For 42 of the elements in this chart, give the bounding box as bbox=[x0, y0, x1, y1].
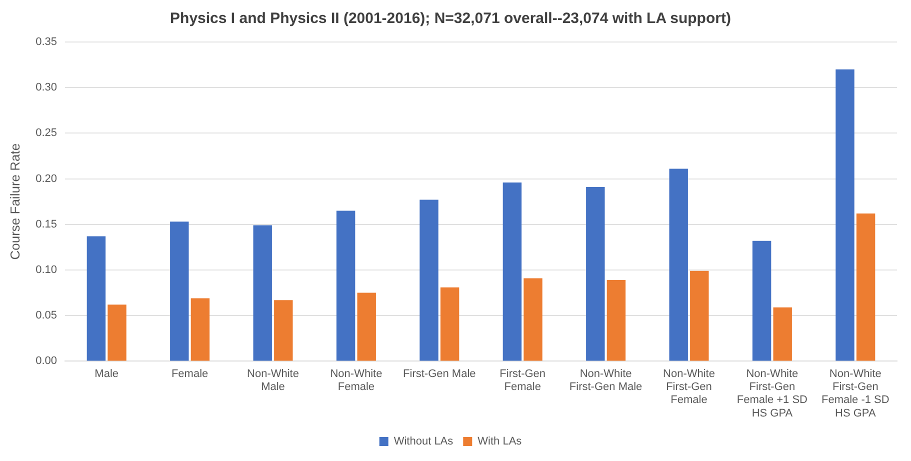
bar bbox=[190, 298, 210, 361]
bar bbox=[669, 168, 688, 361]
y-tick-label: 0.15 bbox=[36, 218, 58, 230]
bar bbox=[253, 225, 272, 361]
y-axis-title: Course Failure Rate bbox=[7, 143, 22, 260]
bar bbox=[502, 182, 522, 361]
x-tick-label: First-Gen Female bbox=[500, 368, 546, 394]
bar bbox=[170, 222, 189, 361]
y-tick-label: 0.10 bbox=[36, 264, 58, 276]
x-tick-label: Non-White Female bbox=[330, 368, 382, 394]
x-tick-label: Non-White Male bbox=[247, 368, 299, 394]
bar bbox=[773, 307, 792, 361]
x-tick-label: First-Gen Male bbox=[403, 368, 476, 380]
bar bbox=[690, 270, 709, 361]
bar bbox=[420, 200, 438, 361]
chart-title: Physics I and Physics II (2001-2016); N=32,071 overall--23,074 with LA support) bbox=[170, 10, 731, 28]
y-tick-label: 0.30 bbox=[36, 82, 58, 94]
x-tick-label: Non-White First-Gen Female -1 SD HS GPA bbox=[821, 368, 890, 420]
bar bbox=[586, 187, 605, 361]
y-tick-label: 0.20 bbox=[36, 172, 58, 185]
bar bbox=[752, 240, 772, 361]
bar bbox=[836, 69, 854, 361]
y-tick-label: 0.00 bbox=[36, 355, 58, 368]
x-tick-label: Non-White First-Gen Male bbox=[569, 368, 642, 394]
bar bbox=[274, 300, 293, 361]
bar bbox=[856, 213, 876, 361]
bar bbox=[108, 304, 126, 361]
y-tick-label: 0.35 bbox=[36, 36, 58, 48]
y-tick-label: 0.25 bbox=[36, 127, 58, 140]
bar bbox=[357, 292, 376, 361]
bar bbox=[86, 236, 106, 361]
x-tick-label: Female bbox=[171, 368, 208, 380]
y-tick-label: 0.05 bbox=[36, 310, 58, 322]
bar bbox=[524, 278, 542, 361]
bar bbox=[336, 210, 356, 361]
legend-label: Without LAs bbox=[394, 436, 454, 448]
x-tick-label: Non-White First-Gen Female bbox=[663, 368, 715, 406]
bar bbox=[606, 280, 626, 361]
x-tick-label: Non-White First-Gen Female +1 SD HS GPA bbox=[736, 368, 808, 420]
bar bbox=[440, 287, 460, 361]
legend-label: With LAs bbox=[478, 436, 522, 448]
x-tick-label: Male bbox=[94, 368, 119, 380]
